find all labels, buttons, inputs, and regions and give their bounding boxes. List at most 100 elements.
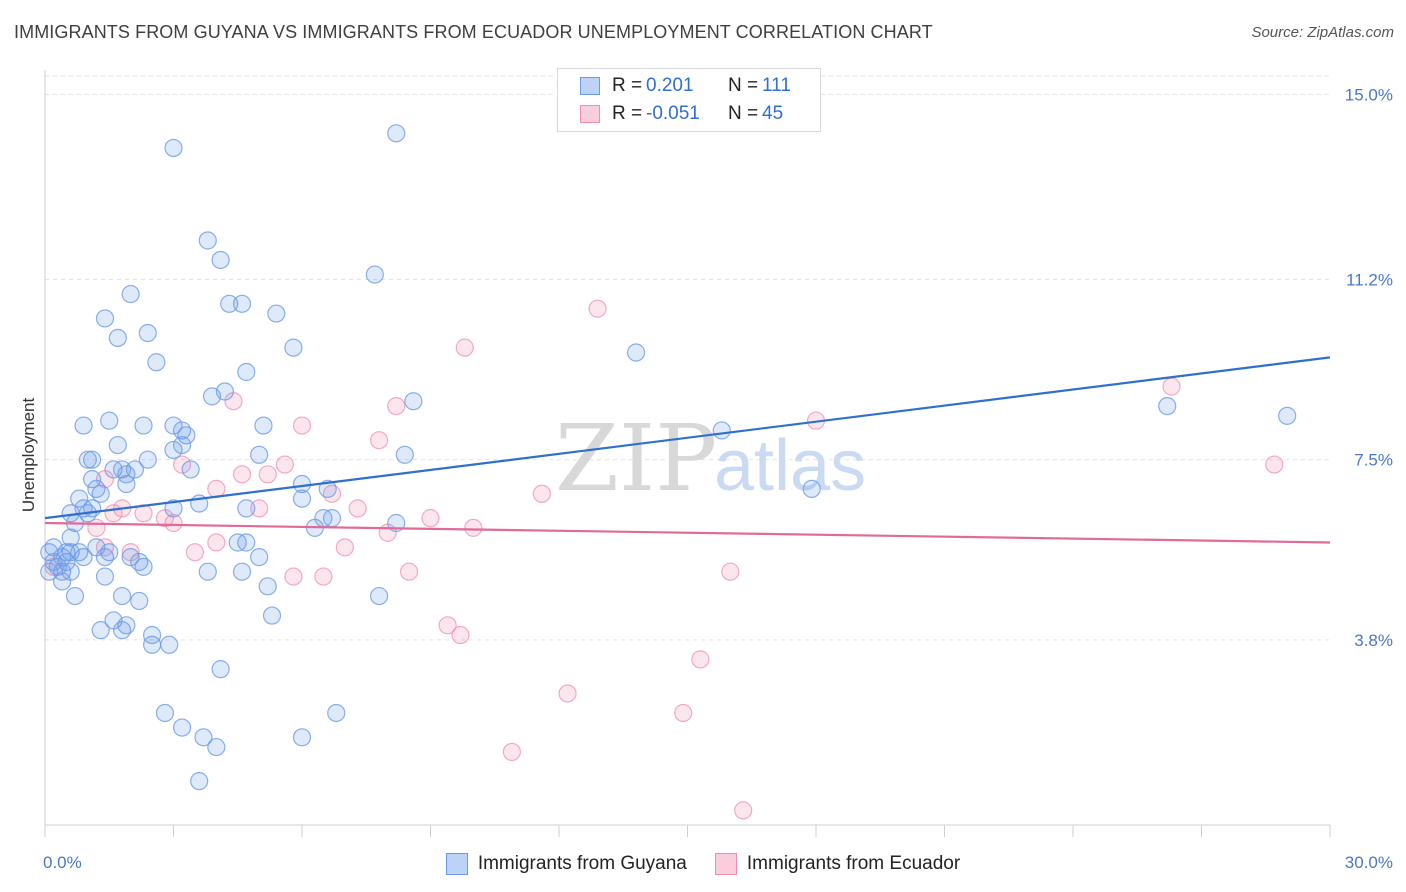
guyana-point <box>95 309 115 328</box>
ecuador-point <box>335 538 354 557</box>
guyana-point <box>65 586 85 606</box>
guyana-point <box>284 338 303 357</box>
guyana-point <box>1158 396 1177 416</box>
ecuador-point <box>1265 455 1284 474</box>
guyana-point <box>117 474 136 494</box>
chart-title: IMMIGRANTS FROM GUYANA VS IMMIGRANTS FRO… <box>14 22 933 42</box>
legend-row-guyana: R = 0.201 N = 111 <box>580 72 791 100</box>
guyana-point <box>164 499 183 518</box>
guyana-r-value: 0.201 <box>646 75 694 96</box>
guyana-point <box>70 489 89 508</box>
guyana-point <box>138 323 157 343</box>
series-legend: Immigrants from Guyana Immigrants from E… <box>0 851 1406 877</box>
guyana-point <box>395 445 414 464</box>
y-tick-label: 15.0% <box>1345 85 1393 104</box>
guyana-point <box>40 562 59 581</box>
guyana-point <box>327 703 346 723</box>
ecuador-point <box>558 684 577 703</box>
guyana-point <box>134 416 153 435</box>
guyana-point <box>112 621 132 640</box>
guyana-point <box>83 499 102 518</box>
trend-lines <box>44 356 1331 544</box>
guyana-legend-swatch <box>445 853 468 875</box>
guyana-point <box>108 328 127 348</box>
ecuador-point <box>232 465 252 484</box>
guyana-point <box>130 591 149 611</box>
ecuador-point <box>387 396 406 416</box>
ecuador-point <box>104 504 123 523</box>
guyana-point <box>177 426 196 445</box>
guyana-trend-line <box>44 356 1331 520</box>
guyana-point <box>712 421 731 440</box>
guyana-point <box>267 304 286 323</box>
guyana-point <box>802 479 821 499</box>
guyana-point <box>134 557 153 576</box>
ecuador-point <box>258 465 277 484</box>
ecuador-point <box>348 499 367 518</box>
guyana-point <box>147 353 166 372</box>
guyana-point <box>220 294 239 313</box>
guyana-point <box>387 124 406 143</box>
guyana-point <box>83 450 102 469</box>
guyana-point <box>258 577 277 596</box>
guyana-point <box>365 265 384 284</box>
ecuador-point <box>284 567 303 586</box>
guyana-point <box>121 547 140 567</box>
guyana-point <box>83 470 102 489</box>
ecuador-legend-swatch <box>714 853 737 875</box>
guyana-point <box>237 499 256 518</box>
guyana-r-label: R = <box>612 75 643 96</box>
guyana-point <box>181 460 200 479</box>
ecuador-point <box>164 513 183 533</box>
guyana-point <box>164 138 183 158</box>
y-tick-label: 3.8% <box>1354 631 1393 650</box>
guyana-point <box>91 621 110 640</box>
tick-labels: 3.8% 7.5% 11.2% 15.0% 0.0% 30.0% <box>43 85 1393 872</box>
guyana-point <box>57 552 76 572</box>
guyana-point <box>194 728 213 747</box>
ecuador-point <box>275 455 294 474</box>
ecuador-r-value: -0.051 <box>646 103 700 124</box>
guyana-point <box>292 489 312 508</box>
guyana-point <box>232 562 252 581</box>
y-tick-label: 11.2% <box>1346 270 1393 289</box>
guyana-point <box>370 586 389 606</box>
legend-item-guyana[interactable]: Immigrants from Guyana <box>445 853 687 875</box>
guyana-point <box>142 635 162 654</box>
ecuador-r-label: R = <box>612 103 643 124</box>
legend-item-ecuador[interactable]: Immigrants from Ecuador <box>714 853 961 875</box>
guyana-point <box>202 387 222 406</box>
watermark-zip: ZIP <box>555 405 717 512</box>
guyana-point <box>121 284 140 304</box>
x-tick-label: 30.0% <box>1345 853 1393 872</box>
ecuador-point <box>250 499 269 518</box>
guyana-point <box>262 606 282 625</box>
guyana-point <box>91 484 110 503</box>
ecuador-trend-line <box>44 521 1331 544</box>
guyana-point <box>160 635 179 654</box>
guyana-point <box>74 416 93 435</box>
ecuador-point <box>1162 377 1181 396</box>
guyana-point <box>164 440 183 460</box>
ecuador-n-label: N = <box>728 103 759 124</box>
ecuador-point <box>532 484 551 503</box>
guyana-point <box>155 703 175 723</box>
ecuador-point <box>172 455 192 474</box>
source-label: Source: ZipAtlas.com <box>1251 24 1394 41</box>
ecuador-n-value: 45 <box>762 103 784 124</box>
ecuador-legend-label: Immigrants from Ecuador <box>746 853 961 874</box>
guyana-point <box>211 660 230 679</box>
ecuador-point <box>451 625 470 645</box>
guyana-legend-label: Immigrants from Guyana <box>477 853 687 874</box>
x-tick-label: 0.0% <box>43 853 82 872</box>
guyana-point <box>211 250 230 270</box>
watermark: ZIP atlas <box>555 405 866 512</box>
ecuador-point <box>292 416 312 435</box>
legend-row-ecuador: R = -0.051 N = 45 <box>580 100 783 128</box>
guyana-n-label: N = <box>728 75 759 96</box>
correlation-legend: R = 0.201 N = 111 R = -0.051 N = 45 <box>557 68 821 132</box>
guyana-point <box>190 772 209 791</box>
guyana-point <box>125 460 145 479</box>
guyana-point <box>164 416 183 435</box>
guyana-point <box>198 562 217 581</box>
